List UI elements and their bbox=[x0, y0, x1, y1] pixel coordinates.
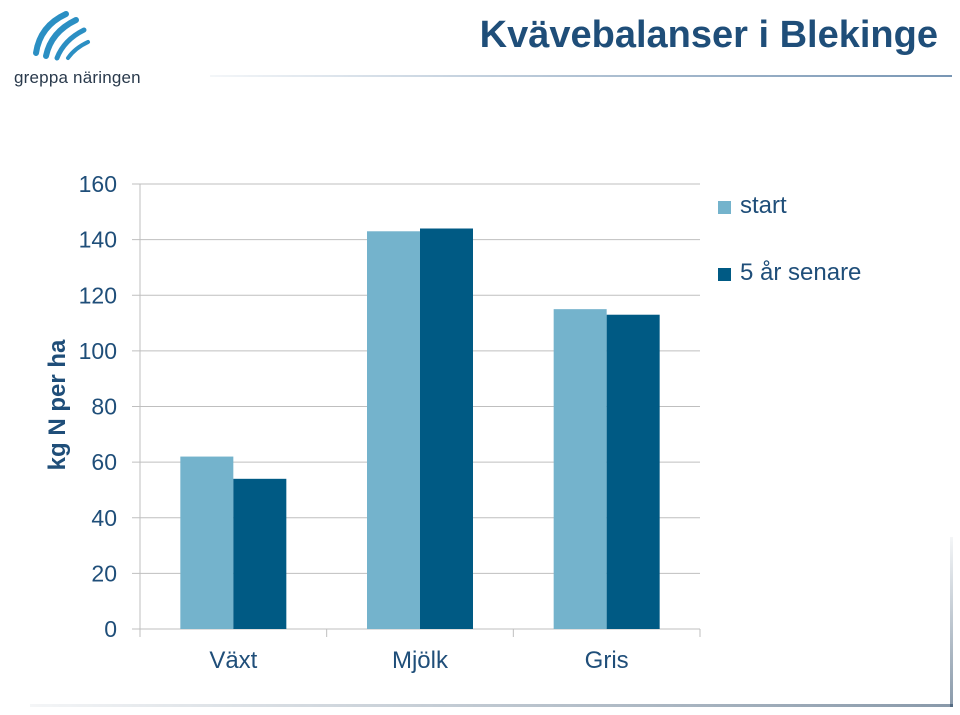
bar-later bbox=[420, 228, 473, 629]
y-tick-label: 120 bbox=[79, 282, 117, 308]
legend-swatch bbox=[718, 201, 731, 214]
title-divider bbox=[210, 75, 952, 77]
bar-start bbox=[553, 309, 607, 629]
legend-swatch bbox=[718, 268, 731, 281]
y-tick-label: 160 bbox=[79, 171, 117, 197]
bar-later bbox=[606, 314, 660, 629]
bar-later bbox=[233, 478, 287, 629]
legend-label: 5 år senare bbox=[740, 259, 862, 286]
legend-label: start bbox=[740, 192, 787, 219]
x-tick-label: Mjölk bbox=[392, 647, 449, 674]
x-tick-label: Gris bbox=[585, 647, 629, 674]
y-tick-label: 0 bbox=[104, 616, 117, 642]
bar-start bbox=[180, 456, 234, 629]
frame-shadow-right bbox=[950, 537, 953, 707]
frame-shadow-bottom bbox=[30, 704, 953, 707]
y-tick-label: 80 bbox=[91, 394, 117, 420]
y-tick-label: 140 bbox=[79, 227, 117, 253]
y-tick-label: 20 bbox=[91, 560, 117, 586]
y-tick-label: 100 bbox=[79, 338, 117, 364]
x-tick-label: Växt bbox=[209, 647, 257, 674]
page-title: Kvävebalanser i Blekinge bbox=[479, 14, 938, 56]
y-tick-label: 60 bbox=[91, 449, 117, 475]
bar-start bbox=[367, 231, 420, 629]
greppa-logo: greppa näringen bbox=[6, 8, 156, 88]
logo-text: greppa näringen bbox=[14, 68, 141, 87]
greppa-logo-icon bbox=[33, 11, 90, 61]
y-tick-label: 40 bbox=[91, 505, 117, 531]
